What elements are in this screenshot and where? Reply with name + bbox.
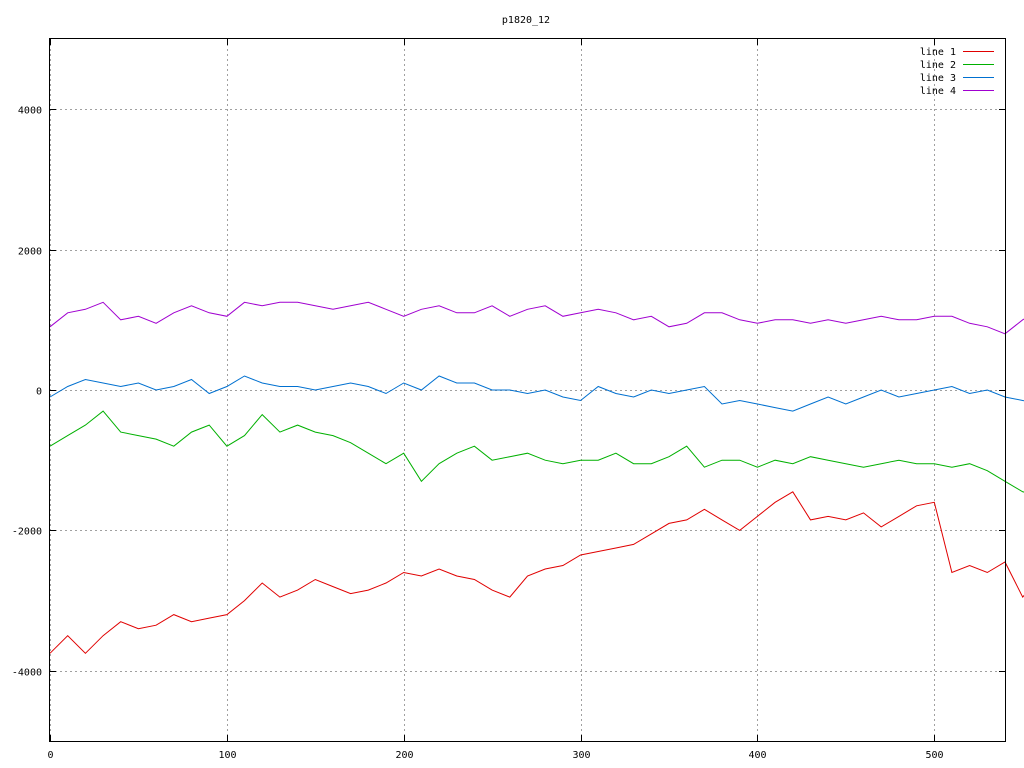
plot-frame: [49, 38, 1006, 742]
legend: line 1 line 2 line 3 line 4: [920, 47, 994, 97]
series-lines: [49, 301, 1024, 655]
y-tick-label: -2000: [12, 527, 42, 538]
x-tick-label: 0: [47, 750, 53, 761]
x-tick-label: 500: [925, 750, 943, 761]
y-tick-label: -4000: [12, 668, 42, 679]
series-line-4: [49, 301, 1024, 335]
legend-label: line 1: [920, 47, 956, 58]
y-tick-label: 0: [36, 387, 42, 398]
axis-ticks: 0 100 200 300 400 500 -4000 -2000 0 2000 4000: [12, 39, 1005, 761]
series-line-3: [49, 375, 1024, 412]
series-line-2: [49, 410, 1024, 493]
grid-lines: [50, 39, 1005, 741]
chart-title: p1820_12: [502, 15, 550, 26]
x-tick-label: 100: [218, 750, 236, 761]
y-tick-label: 4000: [18, 106, 42, 117]
legend-label: line 3: [920, 73, 956, 84]
x-tick-label: 200: [395, 750, 413, 761]
x-tick-label: 300: [572, 750, 590, 761]
series-line-1: [49, 491, 1024, 655]
legend-label: line 2: [920, 60, 956, 71]
legend-label: line 4: [920, 86, 956, 97]
y-tick-label: 2000: [18, 247, 42, 258]
x-tick-label: 400: [748, 750, 766, 761]
